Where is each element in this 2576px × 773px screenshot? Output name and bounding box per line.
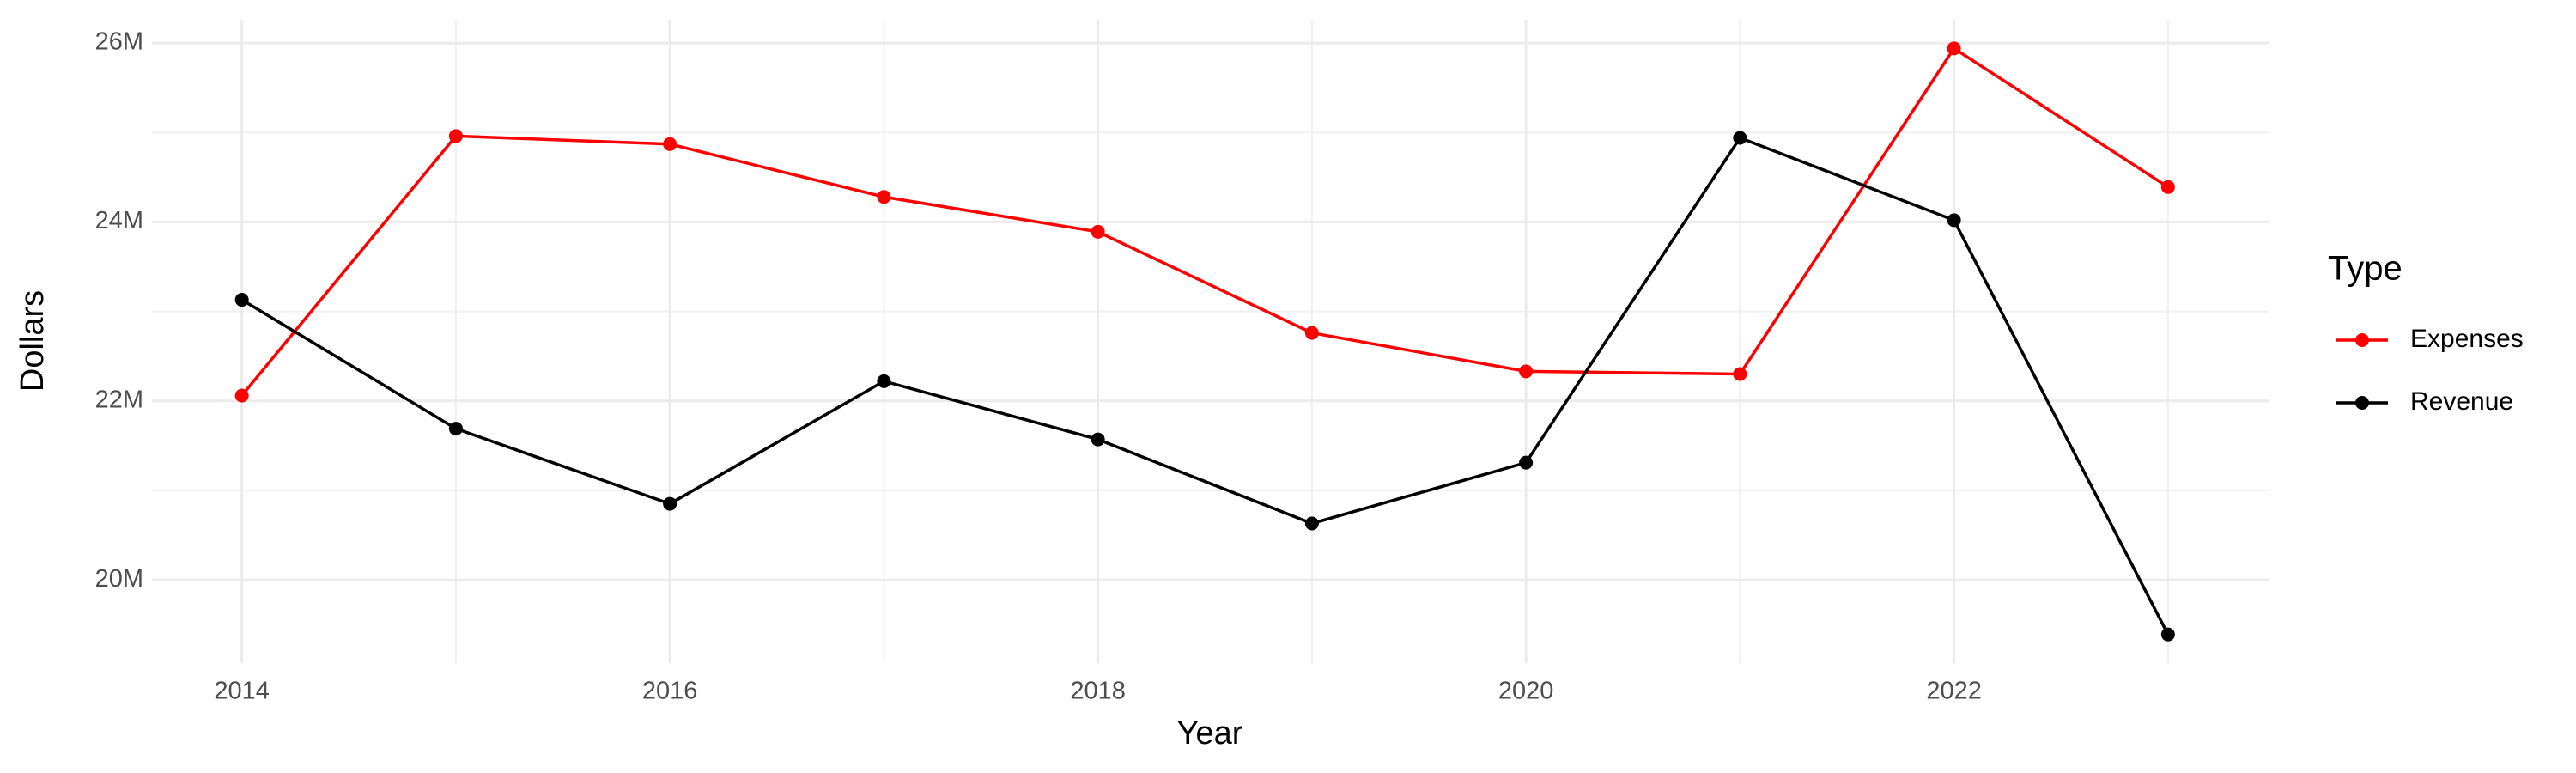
point (877, 374, 891, 388)
point (663, 137, 677, 151)
point (663, 496, 677, 511)
x-tick-label: 2014 (214, 678, 270, 705)
point (1519, 364, 1534, 379)
x-tick-label: 2018 (1070, 678, 1126, 705)
line (240, 46, 2169, 397)
point (1304, 516, 1319, 531)
y-tick-label: 26M (95, 28, 143, 56)
point (234, 293, 249, 307)
point (1091, 224, 1105, 239)
series (234, 41, 2175, 403)
legend-point (2355, 333, 2369, 347)
line (240, 136, 2170, 636)
y-tick-label: 20M (95, 565, 143, 593)
point (234, 388, 249, 403)
x-tick-label: 2022 (1926, 678, 1982, 705)
y-tick-label: 24M (95, 207, 143, 234)
y-tick-label: 22M (95, 386, 143, 413)
point (448, 129, 463, 143)
x-tick-label: 2020 (1498, 678, 1554, 705)
point (448, 422, 463, 436)
legend-label: Expenses (2410, 325, 2524, 353)
legend-label: Revenue (2410, 387, 2513, 416)
point (2160, 180, 2175, 194)
point (1519, 455, 1534, 470)
grid (152, 20, 2269, 663)
legend-point (2355, 396, 2369, 410)
point (1733, 367, 1747, 381)
point (1947, 213, 1961, 228)
y-axis-title: Dollars (15, 290, 51, 392)
point (1091, 432, 1105, 447)
point (1304, 326, 1319, 340)
legend-title: Type (2328, 250, 2403, 288)
point (1733, 131, 1747, 145)
point (2160, 627, 2175, 642)
x-axis-title: Year (1177, 715, 1243, 752)
point (877, 190, 891, 204)
point (1947, 41, 1961, 56)
series (234, 131, 2175, 642)
x-tick-label: 2016 (642, 678, 698, 705)
